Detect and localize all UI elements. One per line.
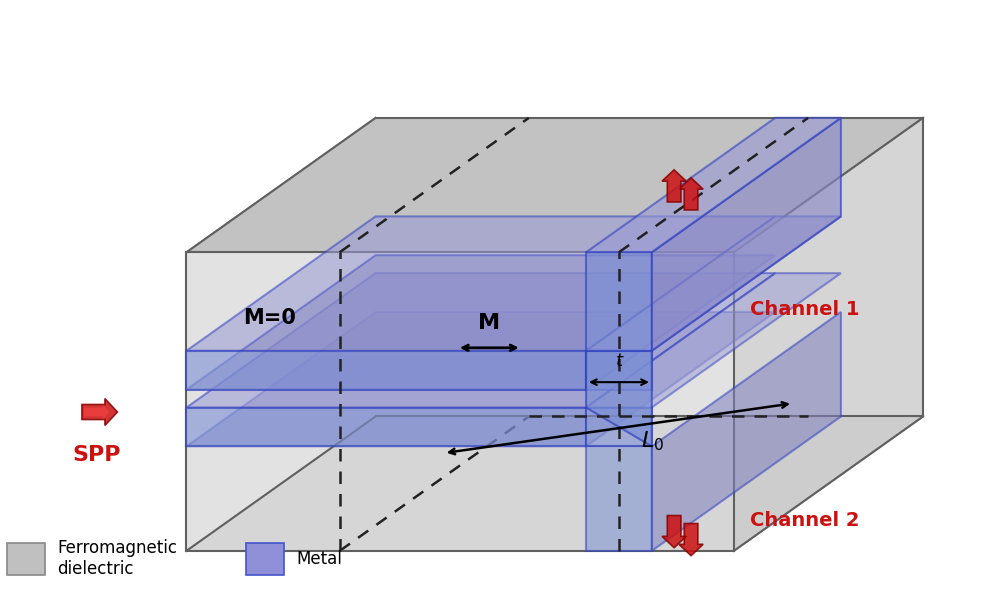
Polygon shape [586, 351, 652, 447]
Polygon shape [586, 447, 652, 551]
Text: Metal: Metal [296, 550, 342, 568]
Polygon shape [82, 398, 117, 425]
Polygon shape [186, 217, 775, 351]
Text: M: M [478, 313, 500, 333]
Polygon shape [586, 407, 652, 447]
Polygon shape [586, 273, 841, 407]
Polygon shape [652, 118, 841, 351]
FancyBboxPatch shape [246, 543, 284, 575]
Polygon shape [586, 253, 652, 351]
Polygon shape [679, 178, 703, 210]
Text: Ferromagnetic
dielectric: Ferromagnetic dielectric [57, 539, 177, 578]
Polygon shape [186, 407, 586, 447]
Polygon shape [186, 273, 775, 407]
Text: t: t [615, 352, 622, 370]
Polygon shape [186, 417, 923, 551]
Polygon shape [186, 118, 923, 253]
Polygon shape [186, 312, 775, 447]
FancyBboxPatch shape [7, 543, 45, 575]
Text: SPP: SPP [73, 445, 121, 465]
Text: Channel 1: Channel 1 [750, 301, 860, 320]
Polygon shape [586, 351, 652, 390]
Text: Channel 2: Channel 2 [750, 511, 860, 529]
Polygon shape [586, 118, 841, 253]
Text: M=0: M=0 [243, 308, 296, 328]
Polygon shape [586, 217, 841, 351]
Polygon shape [186, 255, 775, 390]
Polygon shape [734, 118, 923, 551]
Polygon shape [186, 351, 586, 390]
Polygon shape [662, 170, 686, 202]
Polygon shape [662, 515, 686, 548]
Polygon shape [679, 523, 703, 556]
Polygon shape [652, 312, 841, 551]
Polygon shape [186, 253, 734, 551]
Polygon shape [84, 404, 109, 420]
Text: $L_0$: $L_0$ [641, 429, 664, 453]
